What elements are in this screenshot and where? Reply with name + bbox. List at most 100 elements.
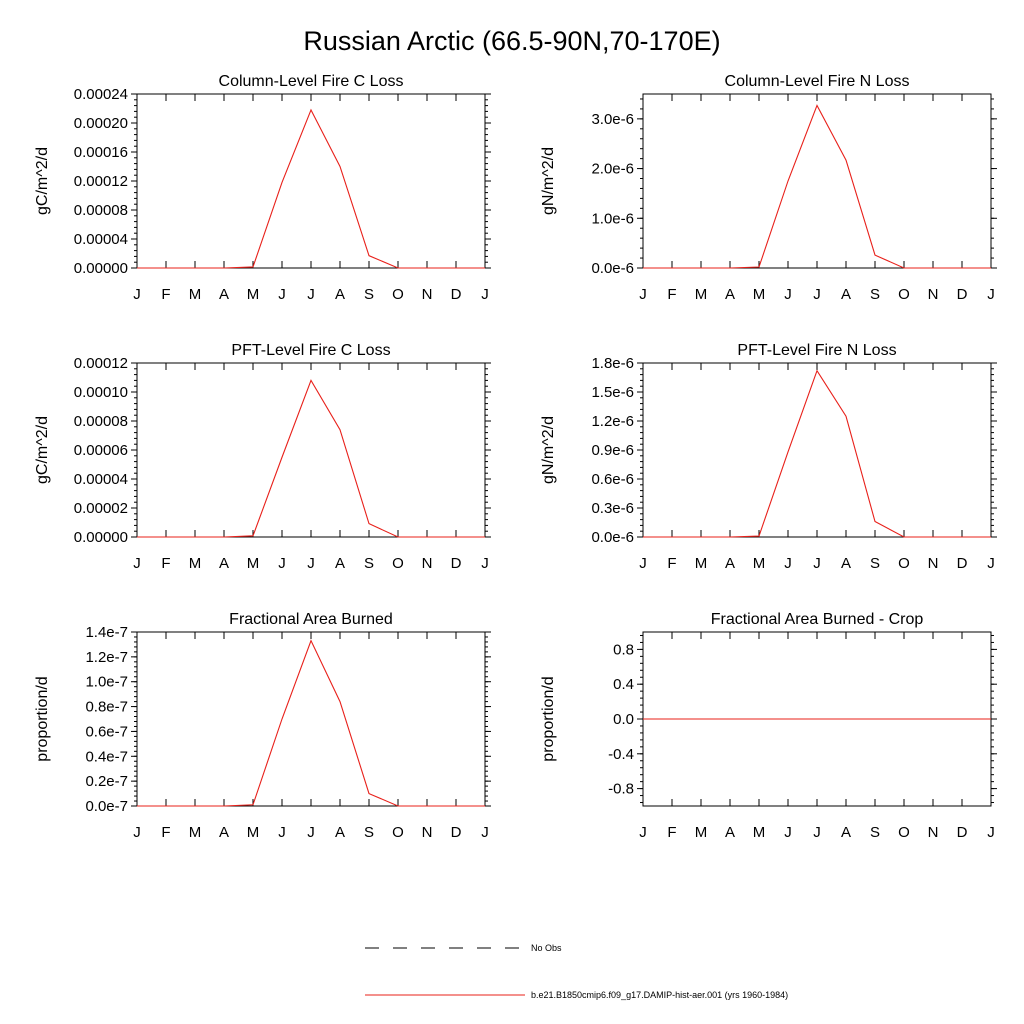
y-tick-label: 0.4 (613, 676, 634, 693)
x-tick-label: M (247, 824, 260, 841)
x-tick-label: S (364, 286, 374, 303)
x-tick-label: J (639, 824, 647, 841)
x-tick-label: J (481, 824, 489, 841)
legend-model-label: b.e21.B1850cmip6.f09_g17.DAMIP-hist-aer.… (531, 990, 788, 1000)
y-tick-label: 0.00016 (74, 144, 128, 161)
plot-frame (642, 362, 992, 538)
x-tick-label: J (639, 555, 647, 572)
panel-title: Column-Level Fire C Loss (219, 73, 404, 90)
x-tick-label: J (133, 555, 141, 572)
x-tick-label: F (667, 555, 676, 572)
panel-title: Column-Level Fire N Loss (725, 73, 910, 90)
y-tick-label: 0.3e-6 (591, 500, 634, 517)
panel-title: Fractional Area Burned - Crop (711, 611, 924, 628)
x-tick-label: J (278, 286, 286, 303)
x-tick-label: F (667, 286, 676, 303)
x-tick-label: D (451, 555, 462, 572)
series-line (137, 639, 485, 807)
panel-title: PFT-Level Fire C Loss (231, 342, 390, 359)
y-axis-label: gN/m^2/d (540, 416, 557, 484)
plot-frame (642, 93, 992, 269)
x-tick-label: N (928, 824, 939, 841)
x-tick-label: J (639, 286, 647, 303)
y-axis-label: proportion/d (540, 676, 557, 761)
y-tick-label: 1.0e-6 (591, 210, 634, 227)
y-tick-label: -0.8 (608, 781, 634, 798)
legend-no-obs-label: No Obs (531, 943, 562, 953)
x-tick-label: J (987, 555, 995, 572)
y-axis-label: gC/m^2/d (34, 147, 51, 215)
y-tick-label: 0.0e-7 (85, 798, 128, 815)
x-tick-label: A (841, 824, 851, 841)
x-tick-label: M (695, 824, 708, 841)
x-tick-label: F (161, 555, 170, 572)
x-tick-label: D (451, 824, 462, 841)
y-tick-label: 1.0e-7 (85, 674, 128, 691)
x-tick-label: A (219, 555, 229, 572)
y-axis-label: proportion/d (34, 676, 51, 761)
plot-frame (136, 93, 486, 269)
y-tick-label: 1.2e-6 (591, 413, 634, 430)
x-tick-label: M (247, 555, 260, 572)
x-tick-label: A (219, 286, 229, 303)
y-tick-label: 0.2e-7 (85, 773, 128, 790)
x-tick-label: N (928, 555, 939, 572)
x-tick-label: S (364, 555, 374, 572)
x-tick-label: N (422, 286, 433, 303)
y-tick-label: 1.4e-7 (85, 624, 128, 641)
x-tick-label: F (161, 824, 170, 841)
plot-frame (136, 362, 486, 538)
y-axis-label: gC/m^2/d (34, 416, 51, 484)
x-tick-label: D (957, 824, 968, 841)
panel-title: Fractional Area Burned (229, 611, 393, 628)
x-tick-label: M (247, 286, 260, 303)
x-tick-label: O (392, 824, 404, 841)
x-tick-label: M (189, 555, 202, 572)
panel-title: PFT-Level Fire N Loss (737, 342, 896, 359)
x-tick-label: N (422, 555, 433, 572)
y-tick-label: 0.6e-7 (85, 723, 128, 740)
y-tick-label: 0.0e-6 (591, 260, 634, 277)
x-tick-label: N (928, 286, 939, 303)
series-line (643, 104, 991, 269)
x-tick-label: O (898, 286, 910, 303)
x-tick-label: A (335, 824, 345, 841)
x-tick-label: J (133, 286, 141, 303)
x-tick-label: A (725, 286, 735, 303)
y-tick-label: 0.00004 (74, 471, 128, 488)
x-tick-label: S (870, 555, 880, 572)
y-tick-label: 1.8e-6 (591, 355, 634, 372)
y-tick-label: 0.00002 (74, 500, 128, 517)
x-tick-label: J (987, 824, 995, 841)
x-tick-label: A (841, 555, 851, 572)
y-tick-label: 0.00000 (74, 529, 128, 546)
x-tick-label: M (695, 555, 708, 572)
y-tick-label: 0.0e-6 (591, 529, 634, 546)
x-tick-label: J (784, 286, 792, 303)
y-tick-label: 0.00000 (74, 260, 128, 277)
x-tick-label: A (335, 286, 345, 303)
x-tick-label: M (753, 824, 766, 841)
y-tick-label: 0.00008 (74, 202, 128, 219)
x-tick-label: S (870, 286, 880, 303)
y-tick-label: 3.0e-6 (591, 111, 634, 128)
legend: No Obs b.e21.B1850cmip6.f09_g17.DAMIP-hi… (365, 943, 788, 1000)
x-tick-label: A (725, 824, 735, 841)
y-tick-label: 2.0e-6 (591, 161, 634, 178)
x-tick-label: F (161, 286, 170, 303)
x-tick-label: S (870, 824, 880, 841)
x-tick-label: J (987, 286, 995, 303)
series-line (137, 379, 485, 538)
x-tick-label: M (753, 555, 766, 572)
y-tick-label: 0.00012 (74, 355, 128, 372)
y-tick-label: 1.5e-6 (591, 384, 634, 401)
x-tick-label: J (133, 824, 141, 841)
y-tick-label: -0.4 (608, 746, 634, 763)
y-tick-label: 0.8 (613, 641, 634, 658)
y-tick-label: 0.6e-6 (591, 471, 634, 488)
x-tick-label: O (392, 286, 404, 303)
